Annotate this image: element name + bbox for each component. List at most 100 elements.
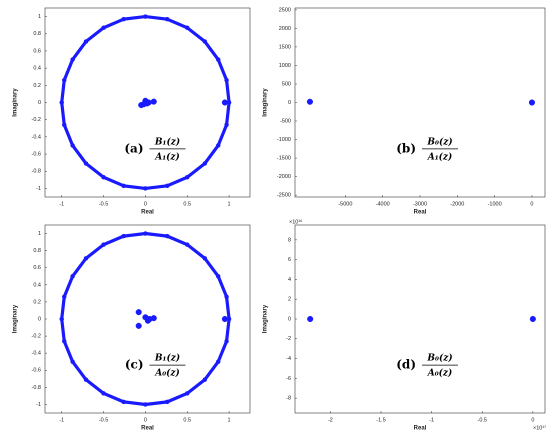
point xyxy=(70,359,75,364)
x-tick-label: -3000 xyxy=(413,201,427,207)
y-tick-label: 1 xyxy=(38,231,41,237)
annotation-denominator: A₁(z) xyxy=(154,151,180,162)
y-tick-label: 0 xyxy=(288,316,291,322)
y-tick-label: 0.2 xyxy=(33,83,41,89)
annotation-label: (c) xyxy=(125,358,144,372)
y-tick-label: 4 xyxy=(288,277,291,283)
x-axis-label: Real xyxy=(141,210,154,216)
axes-box xyxy=(294,7,546,198)
x-tick-label: -1 xyxy=(59,417,64,423)
point xyxy=(184,174,190,180)
point xyxy=(59,100,64,105)
point xyxy=(121,183,126,189)
x-tick-label: -5000 xyxy=(338,201,352,207)
y-tick-label: 0.4 xyxy=(33,66,41,72)
point xyxy=(184,25,190,31)
point xyxy=(307,315,314,323)
point xyxy=(61,338,67,344)
y-tick-label: -0.6 xyxy=(32,151,41,157)
y-tick-label: -0.6 xyxy=(32,368,41,374)
annotation-numerator: B₁(z) xyxy=(154,353,180,364)
y-tick-label: -6 xyxy=(286,376,291,382)
y-axis-label: Imaginary xyxy=(263,304,269,333)
y-tick-label: 8 xyxy=(288,237,291,243)
y-tick-label: 0.8 xyxy=(33,248,41,254)
y-tick-label: 0.8 xyxy=(33,31,41,37)
y-tick-label: -0.8 xyxy=(32,385,41,391)
y-tick-label: -0.4 xyxy=(32,351,41,357)
y-tick-label: 0.4 xyxy=(33,282,41,288)
annotation-denominator: A₀(z) xyxy=(427,368,453,379)
y-tick-label: -0.2 xyxy=(32,117,41,123)
x-tick-label: -0.5 xyxy=(99,201,108,207)
y-tick-label: -1 xyxy=(36,186,41,192)
y-tick-label: 500 xyxy=(282,81,291,87)
x-tick-label: -4000 xyxy=(376,201,390,207)
x-tick-label: 0.5 xyxy=(183,417,191,423)
y-axis-label: Imaginary xyxy=(13,88,19,117)
x-axis-label: Real xyxy=(414,210,427,216)
point xyxy=(184,391,190,396)
point xyxy=(221,99,228,106)
point xyxy=(135,322,142,329)
y-tick-label: -4 xyxy=(286,356,291,362)
point xyxy=(164,183,170,189)
point xyxy=(215,143,221,148)
y-tick-label: 1000 xyxy=(279,63,291,69)
point xyxy=(143,231,148,236)
axes-box xyxy=(294,224,546,414)
x-tick-label: -1 xyxy=(59,201,64,207)
y-tick-label: 1 xyxy=(38,14,41,20)
point xyxy=(70,143,75,148)
x-axis-label: Real xyxy=(414,426,427,430)
y-tick-label: -2000 xyxy=(277,174,291,180)
point xyxy=(215,359,221,364)
y-tick-label: -2 xyxy=(286,336,291,342)
y-axis-label: Imaginary xyxy=(13,304,19,333)
y-tick-label: -1500 xyxy=(277,156,291,162)
point xyxy=(529,315,536,323)
point xyxy=(83,377,89,382)
x-axis-label: Real xyxy=(141,426,154,430)
x-tick-label: -2 xyxy=(328,417,333,423)
point xyxy=(101,174,106,180)
point xyxy=(101,242,106,247)
point xyxy=(121,399,126,405)
point xyxy=(140,101,147,108)
point xyxy=(164,399,170,405)
x-tick-label: 1 xyxy=(228,201,231,207)
y-tick-label: 2500 xyxy=(279,7,291,13)
point xyxy=(164,16,170,22)
x-tick-label: 0 xyxy=(144,201,147,207)
x-tick-label: -1.5 xyxy=(376,417,385,423)
y-tick-label: 0 xyxy=(38,316,41,322)
point xyxy=(215,57,221,62)
annotation-numerator: B₁(z) xyxy=(154,136,180,147)
x-tick-label: 0 xyxy=(531,417,534,423)
y-tick-label: -0.2 xyxy=(32,334,41,340)
x-tick-label: 0.5 xyxy=(183,201,191,207)
point xyxy=(83,39,89,44)
point xyxy=(143,186,148,191)
y-tick-label: 2 xyxy=(288,297,291,303)
point xyxy=(143,402,148,407)
point xyxy=(306,98,313,105)
y-tick-label: 0.2 xyxy=(33,299,41,305)
annotation-numerator: B₀(z) xyxy=(426,353,452,364)
y-tick-label: -8 xyxy=(286,396,291,402)
point xyxy=(70,57,75,62)
y-tick-label: 0 xyxy=(288,100,291,106)
x-tick-label: -0.5 xyxy=(478,417,487,423)
point xyxy=(528,99,535,106)
point xyxy=(83,161,89,166)
point xyxy=(150,98,157,105)
annotation-label: (d) xyxy=(396,358,416,372)
x-tick-label: -2000 xyxy=(450,201,464,207)
point xyxy=(70,274,75,279)
y-tick-label: -1 xyxy=(36,402,41,408)
y-tick-label: 2000 xyxy=(279,26,291,32)
point xyxy=(224,122,229,128)
y-tick-label: 0.6 xyxy=(33,265,41,271)
point xyxy=(224,77,229,83)
